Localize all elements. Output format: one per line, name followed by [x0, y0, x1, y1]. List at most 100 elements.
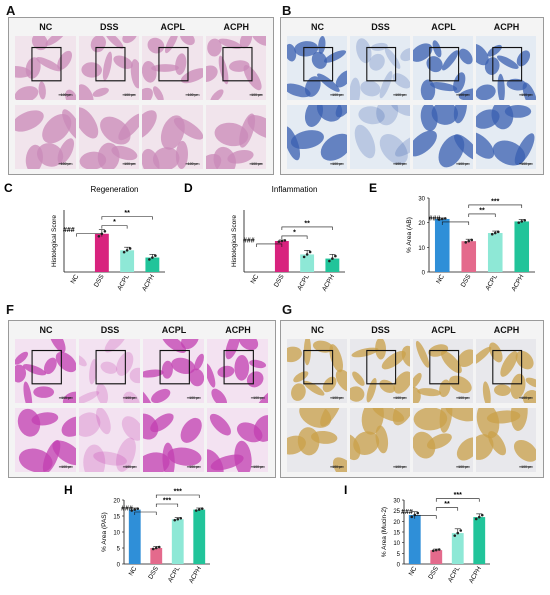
- scale-bar-label: 100 μm: [251, 93, 263, 97]
- x-tick-label: DSS: [147, 565, 160, 581]
- significance-bracket: ###: [429, 215, 470, 225]
- significance-bracket: ***: [155, 489, 200, 498]
- microscopy-panel-he: NC 100 μm 100 μm DSS 100 μm 100 μm ACPL 100 μm 1…: [8, 17, 274, 175]
- panel-letter-h: H: [64, 483, 73, 497]
- scale-bar-label: 100 μm: [458, 93, 470, 97]
- y-tick-label: 5: [397, 552, 401, 558]
- micrograph-acpl-overview: 100 μm: [413, 339, 473, 403]
- column-label-acpl: ACPL: [431, 325, 456, 335]
- scale-bar-label: 100 μm: [253, 465, 265, 469]
- data-point: [443, 217, 447, 220]
- column-label-acpl: ACPL: [431, 22, 456, 32]
- data-point: [157, 545, 161, 549]
- x-tick-label: ACPL: [116, 273, 131, 292]
- data-point: [305, 253, 309, 256]
- column-label-nc: NC: [39, 22, 53, 32]
- x-tick-label: NC: [70, 273, 81, 285]
- panel-letter-i: I: [344, 483, 347, 497]
- chart-ab-area: E 0 10 20 30% Area (AB) NC DSS ACPL ACPH ### ** ***: [365, 180, 545, 298]
- scale-bar-label: 100 μm: [521, 93, 533, 97]
- scale-bar-label: 100 μm: [60, 93, 73, 97]
- micrograph-acpl-zoom: 100 μm: [413, 105, 473, 169]
- data-point: [176, 517, 180, 521]
- column-label-acph: ACPH: [223, 22, 249, 32]
- data-point: [197, 508, 201, 511]
- scale-bar-label: 100 μm: [458, 396, 470, 400]
- chart-mucin2-area: I 0 5 10 15 20 25 30 % Area (Mucin-2) NC DSS ACPL AC…: [340, 482, 500, 590]
- scale-bar-label: 100 μm: [521, 465, 533, 469]
- x-tick-label: ACPH: [188, 565, 203, 584]
- data-point: [480, 513, 484, 517]
- scale-bar-label: 100 μm: [187, 93, 200, 97]
- bar-acpl: [171, 519, 184, 564]
- micrograph-dss-overview: 100 μm: [79, 339, 140, 403]
- scale-bar-label: 100 μm: [521, 162, 533, 166]
- y-tick-label: 15: [393, 531, 400, 537]
- y-tick-label: 5: [117, 547, 121, 553]
- chart-regeneration: C Regeneration Histological Score NC DSS ACPL…: [0, 180, 175, 298]
- x-tick-label: NC: [435, 273, 446, 285]
- column-label-acph: ACPH: [225, 325, 251, 335]
- significance-bracket: **: [101, 210, 153, 220]
- scale-bar-label: 100 μm: [60, 162, 73, 166]
- micrograph-dss-overview: 100 μm: [350, 36, 410, 100]
- scale-bar-label: 100 μm: [125, 465, 137, 469]
- scale-bar-label: 100 μm: [61, 396, 73, 400]
- x-tick-label: DSS: [93, 273, 106, 289]
- micrograph-dss-overview: 100 μm: [78, 36, 139, 100]
- data-point: [200, 507, 204, 510]
- bar-dss: [150, 548, 163, 564]
- y-tick-label: 15: [113, 515, 120, 521]
- micrograph-nc-zoom: 100 μm: [287, 105, 347, 169]
- micrograph-acpl-zoom: 100 μm: [143, 408, 204, 472]
- significance-label: ***: [454, 492, 462, 499]
- panel-letter-f: F: [6, 302, 14, 317]
- panel-letter-d: D: [184, 181, 193, 195]
- x-tick-label: ACPH: [321, 273, 336, 292]
- chart-title: Regeneration: [90, 185, 138, 194]
- micrograph-dss-zoom: 100 μm: [78, 105, 139, 169]
- data-point: [122, 250, 126, 254]
- significance-bracket: ***: [435, 492, 480, 502]
- column-label-dss: DSS: [99, 22, 119, 32]
- micrograph-acpl-overview: 100 μm: [413, 36, 473, 100]
- data-point: [179, 516, 183, 520]
- data-point: [283, 239, 287, 242]
- scale-bar-label: 100 μm: [395, 465, 407, 469]
- data-point: [456, 531, 460, 535]
- column-label-dss: DSS: [100, 325, 120, 335]
- significance-label: ***: [491, 198, 499, 205]
- data-point: [133, 508, 137, 511]
- significance-bracket: ***: [155, 498, 179, 507]
- significance-label: *: [293, 229, 296, 236]
- micrograph-dss-zoom: 100 μm: [350, 408, 410, 472]
- bar-dss: [274, 241, 289, 272]
- data-point: [128, 247, 132, 250]
- data-point: [434, 548, 438, 552]
- significance-label: ###: [63, 227, 75, 234]
- column-label-dss: DSS: [371, 325, 390, 335]
- scale-bar-label: 100 μm: [332, 93, 344, 97]
- significance-label: ***: [163, 498, 171, 505]
- scale-bar-label: 100 μm: [124, 93, 136, 97]
- micrograph-nc-overview: 100 μm: [15, 339, 76, 403]
- scale-bar-label: 100 μm: [332, 465, 344, 469]
- significance-bracket: **: [468, 207, 496, 217]
- y-tick-label: 10: [113, 531, 120, 537]
- column-label-nc: NC: [311, 22, 324, 32]
- scale-bar-label: 100 μm: [395, 396, 407, 400]
- micrograph-acpl-zoom: 100 μm: [142, 105, 203, 169]
- y-tick-label: 0: [117, 563, 121, 569]
- significance-label: **: [444, 501, 450, 508]
- micrograph-acph-zoom: 100 μm: [207, 408, 268, 472]
- chart-pas-area: H 0 5 10 15 20 % Area (PAS) NC DSS ACPL ACPH ### ***…: [60, 482, 220, 590]
- data-point: [308, 250, 312, 254]
- micrograph-dss-zoom: 100 μm: [350, 105, 410, 169]
- scale-bar-label: 100 μm: [458, 162, 470, 166]
- y-tick-label: 10: [418, 246, 425, 252]
- data-point: [302, 255, 306, 259]
- significance-bracket: **: [281, 220, 333, 230]
- data-point: [520, 220, 524, 223]
- column-label-nc: NC: [311, 325, 324, 335]
- data-point: [431, 549, 435, 553]
